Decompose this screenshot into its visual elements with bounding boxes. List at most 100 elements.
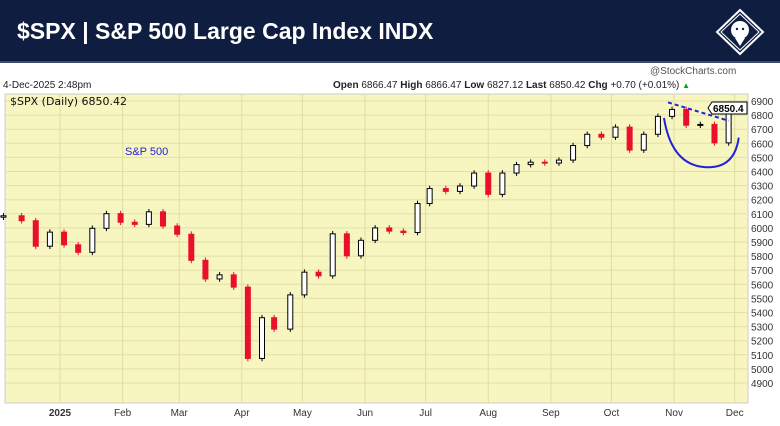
candle-body	[598, 133, 605, 138]
y-tick-label: 5400	[751, 309, 774, 320]
credit: @StockCharts.com	[650, 66, 737, 77]
candle-body	[244, 286, 251, 359]
y-tick-label: 5100	[751, 351, 774, 362]
candle-body	[697, 123, 704, 126]
timestamp: 4-Dec-2025 2:48pm	[3, 80, 92, 91]
x-tick-label: Dec	[726, 408, 744, 419]
x-tick-label: Sep	[542, 408, 560, 419]
y-tick-label: 6100	[751, 210, 774, 221]
x-tick-label: 2025	[49, 408, 72, 419]
candle-body	[174, 225, 181, 235]
open-value: 6866.47	[361, 80, 398, 91]
low-value: 6827.12	[487, 80, 524, 91]
candle-body	[357, 239, 364, 257]
candle-body	[32, 220, 39, 247]
candle-body	[188, 233, 195, 261]
candle-body	[271, 317, 278, 330]
candle-body	[683, 108, 690, 126]
candle-body	[400, 230, 407, 234]
open-label: Open	[333, 80, 359, 91]
y-tick-label: 5500	[751, 294, 774, 305]
y-tick-label: 6600	[751, 139, 774, 150]
candle-body	[343, 233, 350, 257]
page-title: $SPX | S&P 500 Large Cap Index INDX	[17, 18, 434, 44]
cup-arc	[662, 117, 740, 169]
candle-body	[230, 274, 237, 288]
plot-area	[4, 93, 749, 404]
candle-body	[471, 172, 478, 187]
ohlc-readout: Open 6866.47 High 6866.47 Low 6827.12 La…	[333, 80, 690, 92]
candle-body	[202, 259, 209, 280]
candle-body	[117, 213, 124, 223]
y-tick-label: 6900	[751, 97, 774, 108]
candle-body	[103, 213, 110, 229]
candle-body	[711, 123, 718, 144]
x-tick-label: May	[293, 408, 312, 419]
y-tick-label: 5900	[751, 238, 774, 249]
last-value: 6850.42	[549, 80, 586, 91]
candle-body	[570, 145, 577, 161]
high-value: 6866.47	[425, 80, 462, 91]
candle-body	[329, 233, 336, 277]
high-label: High	[400, 80, 423, 91]
candle-body	[315, 271, 322, 277]
up-arrow-icon: ▲	[682, 81, 691, 90]
candle-body	[485, 172, 492, 195]
x-tick-label: Feb	[114, 408, 132, 419]
candle-body	[541, 161, 548, 164]
y-tick-label: 5600	[751, 280, 774, 291]
x-tick-label: Aug	[479, 408, 497, 419]
candle-body	[626, 126, 633, 151]
candle-body	[46, 231, 53, 247]
candle-body	[145, 211, 152, 225]
candle-body	[259, 317, 265, 359]
y-tick-label: 6500	[751, 153, 774, 164]
candle-body	[513, 164, 520, 174]
low-label: Low	[464, 80, 485, 91]
y-tick-label: 6800	[751, 111, 774, 122]
candle-body	[612, 126, 619, 138]
candle-body	[442, 188, 449, 192]
chart-legend: $SPX (Daily) 6850.42	[10, 95, 127, 108]
candle-body	[640, 133, 647, 151]
x-tick-label: Apr	[234, 408, 250, 419]
candle-body	[18, 215, 25, 222]
candle-body	[426, 188, 433, 205]
y-tick-label: 5300	[751, 323, 774, 334]
candle-body	[216, 274, 223, 280]
chg-value: +0.70 (+0.01%)	[610, 80, 680, 91]
y-tick-label: 4900	[751, 379, 774, 390]
y-tick-label: 6400	[751, 168, 774, 179]
candle-body	[669, 108, 676, 117]
price-tag-text: 6850.4	[713, 104, 744, 115]
candle-body	[414, 203, 421, 234]
lion-logo-icon	[715, 8, 765, 56]
candle-body	[301, 271, 308, 296]
candle-body	[160, 211, 167, 227]
candle-body	[287, 294, 294, 330]
x-tick-label: Mar	[171, 408, 189, 419]
x-tick-label: Jun	[357, 408, 373, 419]
candle-body	[555, 159, 562, 164]
x-tick-label: Nov	[665, 408, 683, 419]
chg-label: Chg	[588, 80, 608, 91]
trendline	[667, 101, 729, 122]
candle-body	[61, 231, 68, 246]
candle-body	[456, 185, 463, 192]
y-tick-label: 6700	[751, 125, 774, 136]
y-tick-label: 5700	[751, 266, 774, 277]
x-tick-label: Oct	[604, 408, 620, 419]
header-bar: $SPX | S&P 500 Large Cap Index INDX	[0, 0, 780, 63]
y-tick-label: 6000	[751, 224, 774, 235]
annotation-label: S&P 500	[125, 146, 168, 158]
candle-body	[372, 227, 379, 241]
y-tick-label: 5000	[751, 365, 774, 376]
candle-body	[527, 161, 534, 166]
candle-body	[654, 115, 661, 135]
candle-body	[499, 172, 506, 195]
candle-body	[75, 244, 82, 253]
candle-body	[89, 227, 96, 253]
x-tick-label: Jul	[419, 408, 432, 419]
candle-body	[584, 133, 591, 147]
